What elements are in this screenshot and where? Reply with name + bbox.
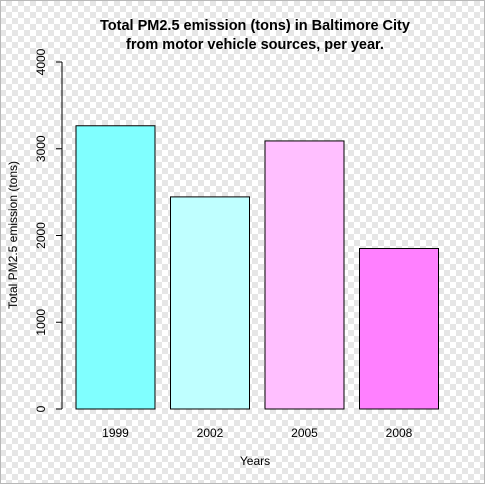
bar-1999 bbox=[75, 125, 156, 410]
y-axis-label: Total PM2.5 emission (tons) bbox=[6, 161, 20, 309]
x-tick-label-1999: 1999 bbox=[102, 426, 129, 440]
x-tick-label-2002: 2002 bbox=[197, 426, 224, 440]
bar-2008 bbox=[359, 248, 439, 410]
y-tick-label-4000: 4000 bbox=[34, 48, 48, 75]
y-tick-label-1000: 1000 bbox=[34, 309, 48, 336]
y-tick-label-0: 0 bbox=[34, 405, 48, 412]
y-axis: 0 1000 2000 3000 4000 bbox=[34, 48, 63, 412]
chart-title-line-2: from motor vehicle sources, per year. bbox=[126, 37, 384, 53]
x-tick-label-2005: 2005 bbox=[291, 426, 318, 440]
x-tick-label-2008: 2008 bbox=[386, 426, 413, 440]
y-tick-label-3000: 3000 bbox=[34, 135, 48, 162]
x-tick-labels: 1999 2002 2005 2008 bbox=[102, 426, 413, 440]
x-axis-label: Years bbox=[240, 454, 270, 468]
bar-2002 bbox=[170, 196, 250, 410]
bars-group bbox=[75, 125, 439, 410]
bar-2005 bbox=[264, 140, 345, 410]
chart-title-line-1: Total PM2.5 emission (tons) in Baltimore… bbox=[100, 18, 410, 34]
y-tick-label-2000: 2000 bbox=[34, 222, 48, 249]
